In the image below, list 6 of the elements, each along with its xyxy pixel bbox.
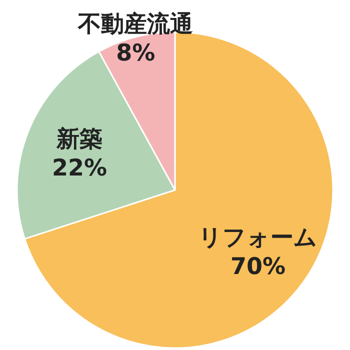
data-label: 70%	[230, 254, 286, 280]
data-label: 8%	[116, 40, 156, 66]
slice-label: 不動産流通	[77, 10, 194, 38]
data-label: 22%	[52, 156, 108, 182]
slice-label: 新築	[56, 126, 103, 153]
slice-label: リフォーム	[198, 224, 318, 251]
